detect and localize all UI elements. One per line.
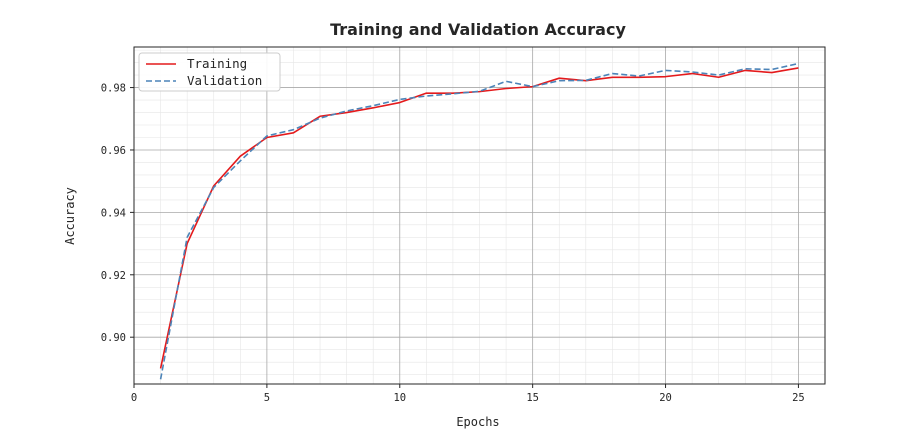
series-line-training <box>159 67 799 369</box>
chart-title: Training and Validation Accuracy <box>330 20 626 39</box>
y-tick-label: 0.98 <box>101 83 126 95</box>
x-axis-label: Epochs <box>456 415 499 429</box>
y-tick-label: 0.96 <box>101 145 126 157</box>
x-tick-label: 20 <box>659 392 672 404</box>
axis-ticks: 0 5 10 15 20 25 0.90 0.92 0.94 0.96 0.98 <box>101 83 805 404</box>
x-tick-label: 5 <box>264 392 270 404</box>
legend-label-training: Training <box>187 56 247 71</box>
y-tick-label: 0.90 <box>101 332 126 344</box>
legend: Training Validation <box>138 52 281 92</box>
x-tick-label: 0 <box>131 392 137 404</box>
plot-area-frame <box>133 46 826 385</box>
y-axis-label: Accuracy <box>63 187 77 245</box>
legend-label-validation: Validation <box>187 73 262 88</box>
y-tick-label: 0.92 <box>101 270 126 282</box>
y-tick-label: 0.94 <box>101 207 126 219</box>
x-tick-label: 25 <box>792 392 805 404</box>
series-line-validation <box>159 62 799 380</box>
minor-grid <box>134 47 826 384</box>
x-tick-label: 10 <box>393 392 406 404</box>
x-tick-label: 15 <box>526 392 539 404</box>
series-layer <box>159 62 799 380</box>
